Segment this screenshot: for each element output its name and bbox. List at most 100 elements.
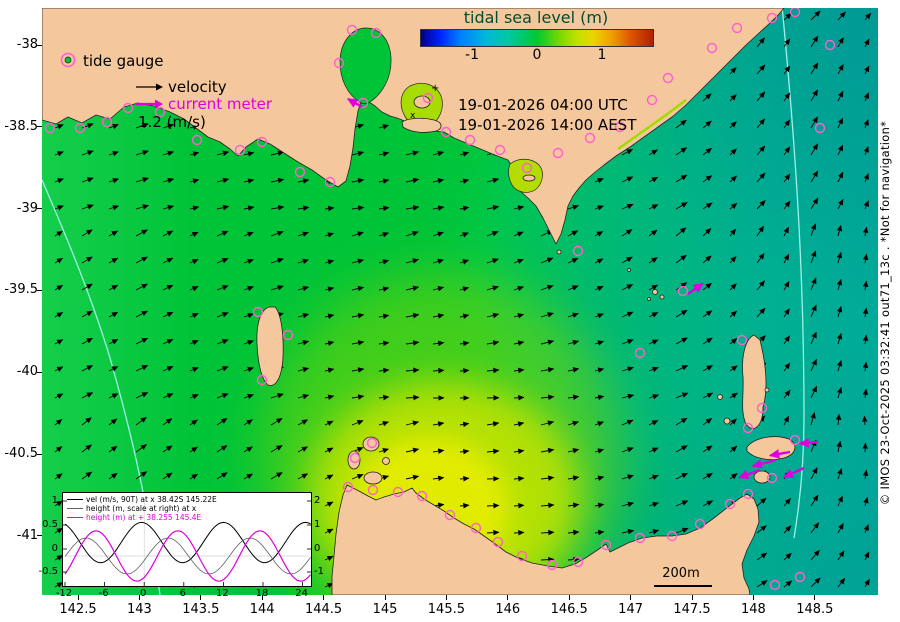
tide-gauge-markers: [44, 8, 836, 591]
velocity-arrow: [594, 529, 605, 536]
velocity-arrow: [810, 577, 821, 588]
velocity-arrow: [270, 445, 283, 453]
velocity-arrow: [567, 230, 579, 237]
legend-current-meter-label: current meter: [168, 95, 272, 113]
plus-location-marker: +: [431, 83, 439, 94]
velocity-arrow: [675, 202, 688, 210]
velocity-arrow: [648, 366, 659, 373]
velocity-arrow: [459, 232, 469, 238]
velocity-arrow: [702, 445, 713, 453]
island-phillip: [401, 117, 442, 133]
velocity-arrow: [108, 150, 119, 157]
velocity-arrow: [702, 147, 712, 156]
velocity-arrow: [162, 418, 173, 426]
inset-legend-label: vel (m/s, 90T) at x 38.42S 145.22E: [86, 495, 217, 504]
inset-left-tick-label: -0.5: [38, 566, 58, 577]
x-location-marker: x: [410, 111, 416, 121]
velocity-arrow: [189, 394, 199, 400]
tide-gauge-marker: [662, 72, 674, 84]
y-axis-tick-label: -40: [16, 364, 38, 380]
velocity-arrow: [567, 529, 580, 536]
velocity-arrow: [135, 392, 149, 399]
velocity-arrow: [648, 339, 659, 345]
velocity-arrow: [783, 226, 789, 237]
tide-gauge-marker: [122, 102, 134, 114]
tide-gauge-marker: [333, 57, 345, 69]
islet-rodondo: [556, 249, 562, 255]
velocity-arrow: [621, 256, 633, 264]
velocity-arrow: [297, 178, 310, 184]
velocity-arrow: [162, 123, 174, 130]
tide-gauge-marker: [794, 571, 806, 583]
map-canvas: x +: [42, 8, 878, 595]
velocity-arrow: [405, 420, 420, 426]
velocity-arrow: [243, 285, 254, 292]
inset-legend-line-sample: [67, 499, 83, 500]
velocity-arrow: [863, 65, 870, 75]
velocity-arrow: [648, 284, 659, 291]
velocity-arrow: [162, 150, 174, 157]
tide-gauge-marker: [736, 334, 748, 346]
velocity-arrow: [835, 413, 842, 426]
velocity-arrow: [675, 174, 688, 183]
velocity-arrow: [81, 177, 94, 183]
velocity-arrow: [837, 117, 844, 129]
velocity-arrow: [432, 340, 445, 347]
inset-legend-item: vel (m/s, 90T) at x 38.42S 145.22E: [67, 495, 217, 504]
tide-gauge-marker: [367, 484, 379, 496]
velocity-arrow: [324, 232, 334, 238]
velocity-arrow: [756, 118, 766, 129]
inset-legend-item: height (m, scale at right) at x: [67, 504, 217, 513]
velocity-arrow: [862, 361, 869, 372]
velocity-arrow: [189, 313, 199, 319]
x-axis-tick-label: 143: [126, 602, 152, 617]
velocity-arrow: [432, 285, 445, 292]
velocity-arrow: [863, 551, 870, 561]
velocity-arrow: [810, 10, 821, 21]
x-axis-tickmark: [200, 595, 202, 600]
tide-gauge-marker: [470, 522, 482, 534]
velocity-arrow: [567, 502, 580, 509]
velocity-arrow: [189, 446, 198, 453]
velocity-arrow: [162, 284, 174, 291]
y-axis-tickmark: [37, 126, 42, 128]
velocity-arrow: [432, 205, 445, 211]
tide-gauge-marker: [677, 285, 689, 297]
y-axis-tickmark: [37, 453, 42, 455]
velocity-arrow: [324, 555, 334, 562]
velocity-arrow: [324, 340, 335, 347]
velocity-arrow: [216, 339, 229, 345]
velocity-arrow: [297, 285, 310, 292]
velocity-arrow: [108, 284, 119, 291]
velocity-arrow: [864, 12, 872, 21]
velocity-arrow: [513, 529, 525, 536]
velocity-arrow: [648, 312, 659, 318]
bay-port-phillip: [339, 27, 392, 105]
island-king: [256, 306, 284, 386]
colorbar: [420, 29, 654, 47]
velocity-arrow: [324, 501, 334, 508]
velocity-arrow: [81, 392, 94, 399]
velocity-arrow: [243, 393, 254, 400]
velocity-arrow: [567, 257, 579, 264]
velocity-arrow: [54, 205, 64, 211]
x-axis-tickmark: [630, 595, 632, 600]
current-meter-arrow: [798, 437, 819, 448]
velocity-arrow: [405, 205, 420, 211]
velocity-arrow: [837, 468, 843, 480]
velocity-arrow: [702, 175, 713, 183]
velocity-arrow: [862, 253, 869, 264]
velocity-arrow: [405, 447, 420, 454]
velocity-arrow: [702, 337, 713, 345]
velocity-arrow: [324, 420, 334, 427]
velocity-arrow: [729, 67, 737, 75]
tide-gauge-marker: [600, 539, 612, 551]
velocity-arrow: [513, 502, 525, 509]
colorbar-tick: 1: [597, 47, 607, 63]
velocity-arrow: [81, 229, 93, 237]
bays: [339, 27, 687, 193]
watermark-text: © IMOS 23-Oct-2025 03:32:41 out71_13c . …: [878, 120, 892, 506]
velocity-arrow: [405, 177, 420, 184]
current-meter-arrow: [687, 282, 704, 295]
current-meter-arrow: [346, 97, 363, 109]
